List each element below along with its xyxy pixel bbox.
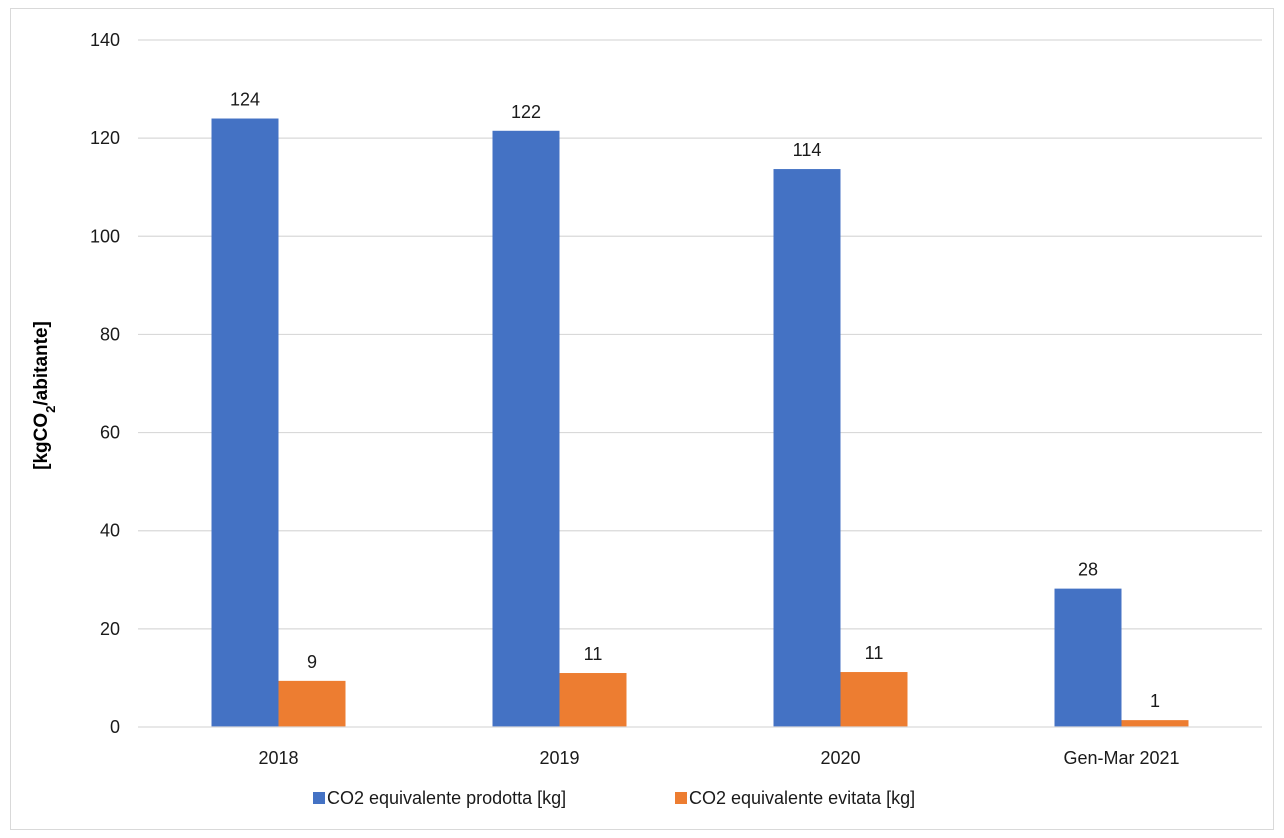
legend-label: CO2 equivalente prodotta [kg] <box>327 788 566 808</box>
bar <box>211 118 279 727</box>
bar <box>492 130 560 727</box>
y-tick-label: 0 <box>110 717 120 737</box>
bars <box>211 118 1189 727</box>
x-tick-label: 2018 <box>258 748 298 768</box>
y-axis-label-subscript: 2 <box>43 406 58 413</box>
x-tick-label: 2020 <box>820 748 860 768</box>
y-axis-label-main: [kgCO <box>31 413 52 470</box>
data-label: 124 <box>230 90 260 110</box>
gridlines <box>138 39 1262 630</box>
y-tick-label: 80 <box>100 324 120 344</box>
bar <box>840 672 908 727</box>
legend-label: CO2 equivalente evitata [kg] <box>689 788 915 808</box>
data-label: 114 <box>793 140 822 160</box>
bar <box>559 673 627 727</box>
data-labels: 124 9 122 11 114 11 28 1 <box>230 90 1160 712</box>
y-tick-label: 20 <box>100 619 120 639</box>
legend-swatch <box>675 792 687 804</box>
y-tick-label: 100 <box>90 226 120 246</box>
y-tick-label: 40 <box>100 521 120 541</box>
data-label: 11 <box>584 644 603 664</box>
bar <box>278 680 346 727</box>
y-axis-label: [kgCO2/abitante] <box>31 321 58 470</box>
legend-swatch <box>313 792 325 804</box>
data-label: 28 <box>1078 560 1098 580</box>
y-tick-label: 120 <box>90 128 120 148</box>
data-label: 122 <box>511 102 541 122</box>
y-axis-label-end: /abitante] <box>31 321 52 405</box>
data-label: 9 <box>307 652 317 672</box>
y-tick-label: 60 <box>100 423 120 443</box>
bar <box>1054 588 1122 727</box>
bar <box>773 169 841 727</box>
data-label: 1 <box>1150 691 1160 711</box>
y-axis-ticks: 0 20 40 60 80 100 120 140 <box>90 30 120 737</box>
bar <box>1121 720 1189 727</box>
x-tick-label: Gen-Mar 2021 <box>1063 748 1179 768</box>
x-tick-label: 2019 <box>539 748 579 768</box>
data-label: 11 <box>865 643 884 663</box>
x-axis-ticks: 2018 2019 2020 Gen-Mar 2021 <box>258 748 1179 768</box>
legend: CO2 equivalente prodotta [kg] CO2 equival… <box>313 788 915 808</box>
y-tick-label: 140 <box>90 30 120 50</box>
